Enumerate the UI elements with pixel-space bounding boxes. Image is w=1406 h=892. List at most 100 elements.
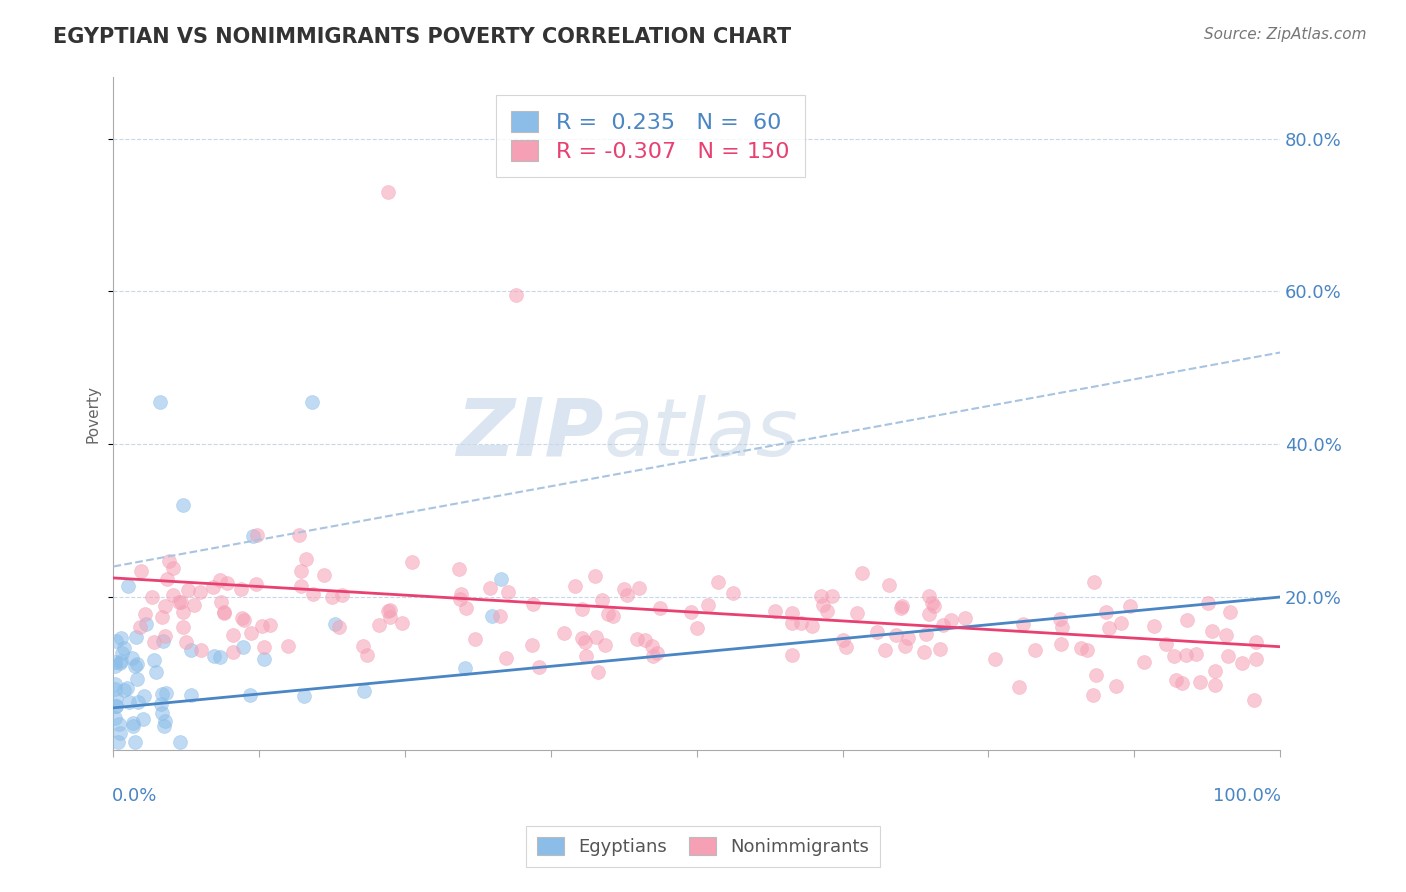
Point: [613, 582, 636, 597]
Point: [135, 617, 157, 632]
Point: [277, 639, 299, 653]
Point: [626, 632, 648, 647]
Point: [588, 665, 610, 680]
Point: [110, 656, 132, 670]
Point: [585, 630, 607, 644]
Point: [897, 632, 920, 646]
Point: [1081, 688, 1104, 702]
Point: [575, 648, 598, 663]
Point: [153, 714, 176, 728]
Point: [645, 647, 668, 661]
Point: [208, 649, 231, 664]
Point: [111, 646, 134, 660]
Point: [489, 572, 512, 586]
Point: [890, 599, 912, 613]
Point: [155, 686, 177, 700]
Point: [851, 566, 873, 581]
Point: [108, 717, 131, 731]
Point: [122, 716, 145, 731]
Text: EGYPTIAN VS NONIMMIGRANTS POVERTY CORRELATION CHART: EGYPTIAN VS NONIMMIGRANTS POVERTY CORREL…: [53, 27, 792, 46]
Point: [121, 651, 143, 665]
Point: [152, 687, 174, 701]
Point: [884, 628, 907, 642]
Point: [1171, 676, 1194, 690]
Point: [368, 618, 391, 632]
Point: [1218, 649, 1240, 664]
Point: [202, 649, 225, 664]
Point: [643, 648, 665, 663]
Point: [1244, 652, 1267, 666]
Point: [222, 645, 245, 659]
Point: [378, 610, 401, 624]
Point: [240, 626, 263, 640]
Point: [229, 582, 252, 596]
Point: [845, 606, 868, 620]
Point: [141, 590, 163, 604]
Point: [449, 562, 471, 576]
Point: [918, 607, 941, 621]
Point: [212, 607, 235, 621]
Point: [290, 564, 312, 578]
Point: [177, 582, 200, 597]
Point: [1085, 668, 1108, 682]
Point: [377, 603, 399, 617]
Point: [890, 601, 912, 615]
Point: [253, 640, 276, 655]
Point: [464, 632, 486, 647]
Point: [1095, 606, 1118, 620]
Point: [810, 589, 832, 603]
Point: [104, 711, 127, 725]
Point: [124, 735, 146, 749]
Point: [481, 609, 503, 624]
Point: [104, 681, 127, 696]
Point: [253, 652, 276, 666]
Point: [107, 735, 129, 749]
Point: [634, 633, 657, 648]
Point: [820, 589, 842, 603]
Point: [124, 658, 146, 673]
Point: [1133, 655, 1156, 669]
Point: [242, 529, 264, 543]
Point: [450, 587, 472, 601]
Point: [152, 633, 174, 648]
Point: [301, 395, 323, 409]
Point: [931, 618, 953, 632]
Point: [328, 620, 350, 634]
Point: [456, 600, 478, 615]
Point: [571, 602, 593, 616]
Point: [125, 657, 148, 671]
Point: [157, 554, 180, 568]
Point: [707, 575, 730, 590]
Point: [686, 621, 709, 635]
Point: [765, 604, 787, 618]
Point: [145, 665, 167, 679]
Point: [110, 654, 132, 668]
Point: [1197, 595, 1219, 609]
Point: [125, 630, 148, 644]
Point: [302, 586, 325, 600]
Point: [295, 552, 318, 566]
Point: [1105, 679, 1128, 693]
Point: [1163, 649, 1185, 664]
Point: [169, 735, 191, 749]
Point: [209, 573, 232, 587]
Point: [377, 185, 399, 199]
Point: [209, 595, 232, 609]
Point: [1201, 624, 1223, 639]
Point: [150, 610, 173, 624]
Point: [1246, 635, 1268, 649]
Point: [104, 677, 127, 691]
Point: [1012, 617, 1035, 632]
Point: [231, 611, 253, 625]
Point: [290, 579, 312, 593]
Point: [495, 650, 517, 665]
Point: [132, 712, 155, 726]
Point: [142, 653, 165, 667]
Point: [929, 642, 952, 657]
Point: [222, 628, 245, 642]
Point: [217, 576, 239, 591]
Point: [522, 638, 544, 652]
Point: [815, 604, 838, 618]
Point: [125, 672, 148, 686]
Point: [721, 586, 744, 600]
